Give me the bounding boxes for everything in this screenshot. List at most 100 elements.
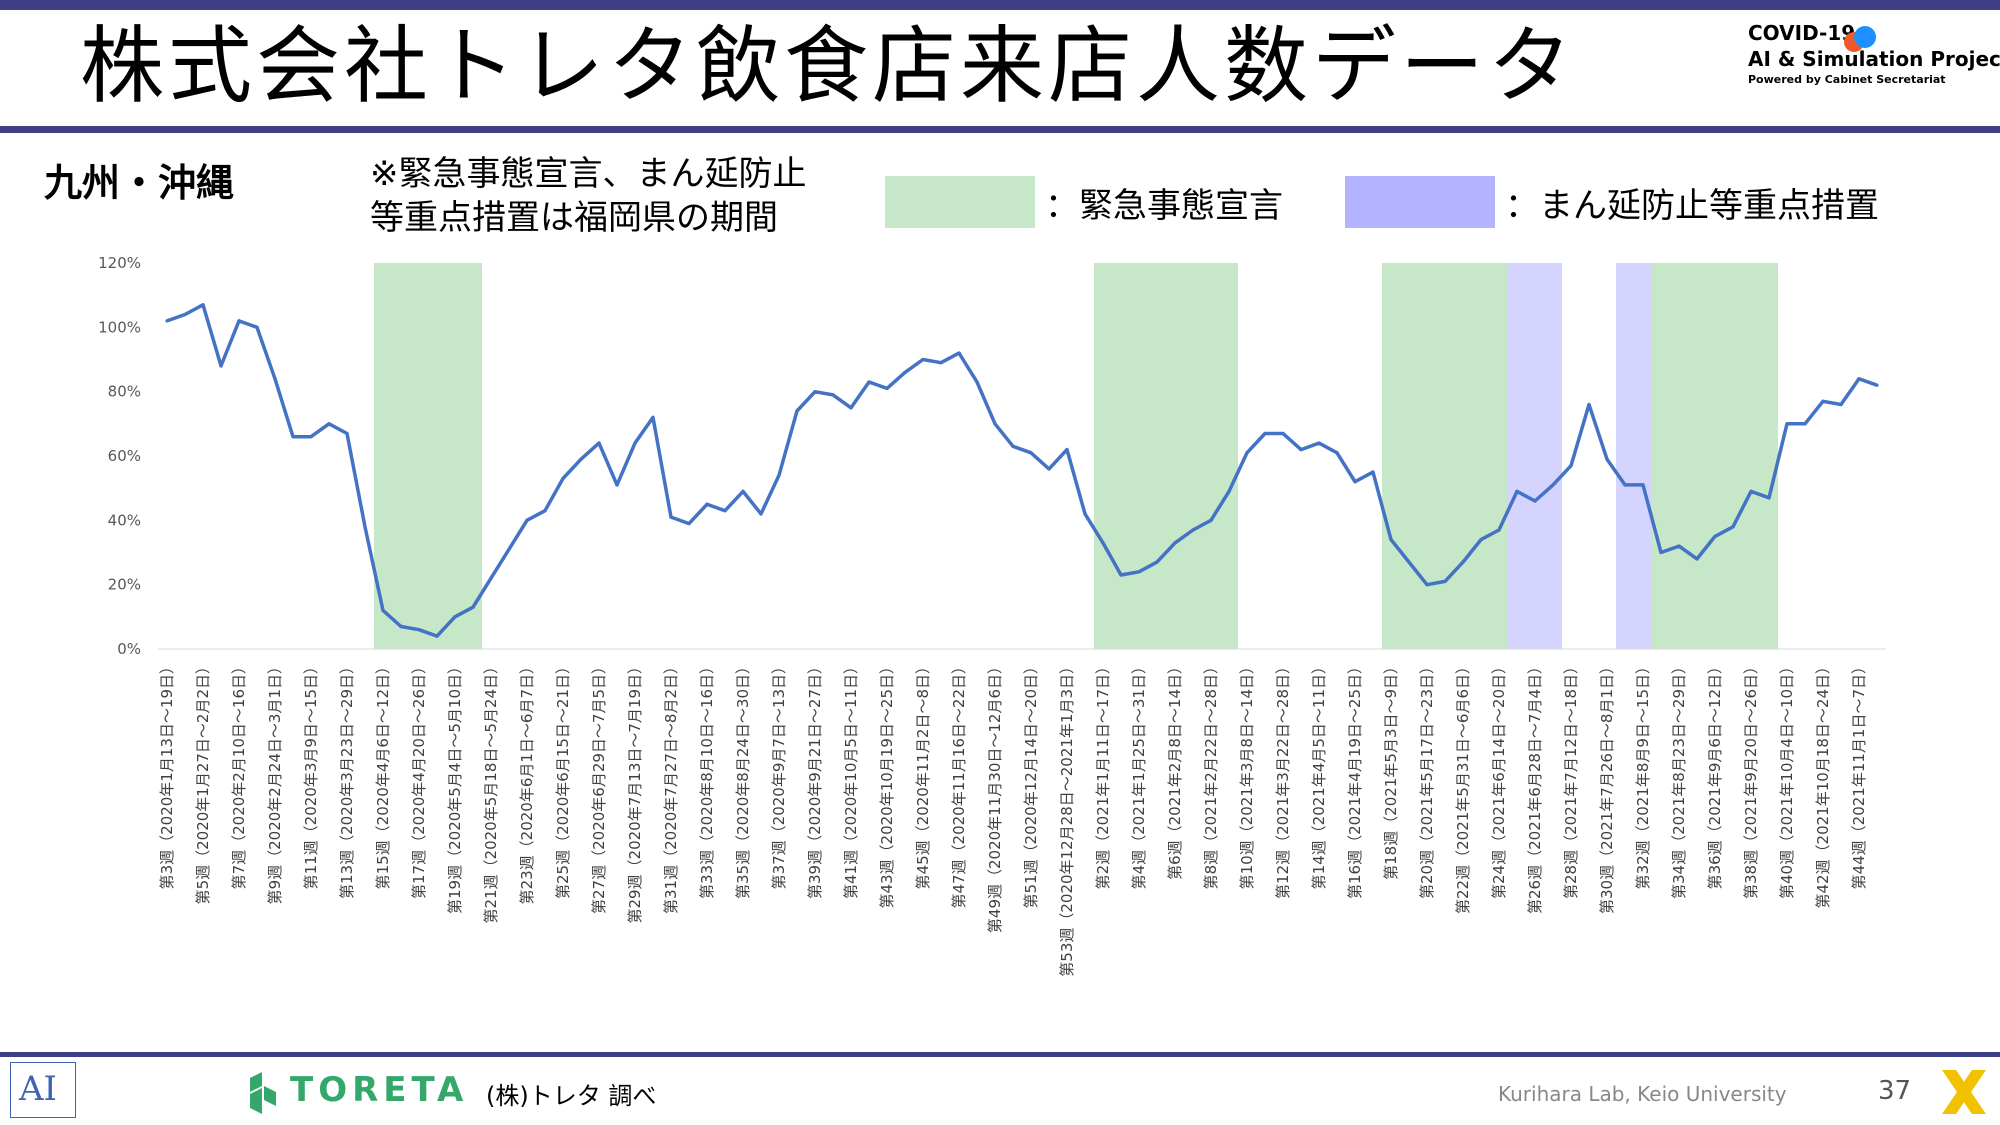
data-point-60 (1245, 451, 1249, 455)
x-tick-label-24: 第27週（2020年6月29日～7月5日） (590, 659, 608, 914)
data-point-44 (957, 351, 961, 355)
data-source: (株)トレタ 調べ (486, 1082, 657, 1110)
x-tick-label-26: 第29週（2020年7月13日～7月19日） (626, 659, 644, 924)
data-point-11 (363, 525, 367, 529)
x-tick-label-8: 第11週（2020年3月9日～15日） (302, 659, 320, 889)
data-point-30 (705, 502, 709, 506)
data-point-23 (579, 457, 583, 461)
x-tick-label-20: 第23週（2020年6月1日～6月7日） (518, 659, 536, 904)
shaded-period-2 (1382, 263, 1508, 649)
legend-swatch-priority-measures (1345, 176, 1495, 228)
data-point-79 (1587, 402, 1591, 407)
data-point-40 (885, 386, 889, 391)
x-tick-label-80: 第30週（2021年7月26日～8月1日） (1598, 659, 1616, 914)
data-point-70 (1425, 583, 1429, 587)
data-point-45 (975, 380, 979, 384)
x-tick-label-62: 第12週（2021年3月22日～28日） (1274, 659, 1292, 899)
x-tick-label-38: 第41週（2020年10月5日～11日） (842, 659, 860, 899)
data-point-25 (615, 483, 619, 487)
period-note: ※緊急事態宣言、まん延防止 等重点措置は福岡県の期間 (370, 152, 807, 240)
data-point-66 (1353, 480, 1357, 484)
data-point-57 (1191, 528, 1195, 532)
data-point-41 (903, 370, 907, 374)
visitor-line-chart: 0% 20% 40% 60% 80% 100% 120% 第3週（2020年1月13日～19日… (98, 254, 1886, 977)
ai-lab-logo-text: AI (19, 1069, 57, 1109)
data-point-3 (219, 364, 223, 368)
data-point-39 (867, 380, 871, 384)
page-number: 37 (1878, 1076, 1912, 1106)
toreta-leaf-icon (250, 1072, 276, 1114)
footer-divider (0, 1052, 2000, 1057)
x-tick-label-76: 第26週（2021年6月28日～7月4日） (1526, 659, 1544, 914)
x-tick-label-40: 第43週（2020年10月19日～25日） (878, 659, 896, 909)
toreta-brand: TORETA (290, 1070, 469, 1110)
data-point-67 (1371, 470, 1375, 474)
x-tick-label-52: 第2週（2021年1月11日～17日） (1094, 659, 1112, 889)
data-point-52 (1101, 541, 1105, 545)
legend-label-priority-measures: ：まん延防止等重点措置 (1505, 186, 1879, 226)
data-point-27 (651, 415, 655, 419)
logo-blue-dot-icon (1854, 26, 1876, 48)
shaded-period-0 (374, 263, 482, 649)
y-tick-label-1: 20% (108, 576, 141, 594)
project-logo-line1: COVID-19 (1748, 21, 1856, 45)
x-brand-icon (1942, 1070, 1986, 1114)
data-point-29 (687, 521, 691, 526)
x-tick-label-92: 第42週（2021年10月18日～24日） (1814, 659, 1832, 909)
page-title: 株式会社トレタ飲食店来店人数データ (80, 17, 1577, 115)
data-point-38 (849, 406, 853, 410)
data-point-35 (795, 409, 799, 413)
data-point-82 (1641, 483, 1645, 487)
data-point-43 (939, 361, 943, 365)
x-tick-label-88: 第38週（2021年9月20日～26日） (1742, 659, 1760, 899)
x-tick-label-64: 第14週（2021年4月5日～11日） (1310, 659, 1328, 889)
x-tick-label-18: 第21週（2020年5月18日～5月24日） (482, 659, 500, 924)
x-tick-label-90: 第40週（2021年10月4日～10日） (1778, 659, 1796, 899)
data-point-8 (309, 435, 313, 439)
y-tick-label-2: 40% (108, 511, 141, 529)
data-point-32 (741, 489, 745, 493)
data-point-24 (597, 441, 601, 445)
legend-label-emergency: ：緊急事態宣言 (1045, 186, 1283, 226)
lab-credit: Kurihara Lab, Keio University (1498, 1082, 1787, 1106)
x-tick-label-4: 第7週（2020年2月10日～16日） (230, 659, 248, 889)
x-tick-label-74: 第24週（2021年6月14日～20日） (1490, 659, 1508, 899)
period-note-line2: 等重点措置は福岡県の期間 (370, 198, 778, 238)
project-logo-line3: Powered by Cabinet Secretariat (1748, 73, 1946, 86)
y-tick-label-4: 80% (108, 383, 141, 401)
data-point-74 (1497, 528, 1501, 532)
data-point-19 (507, 547, 511, 551)
data-point-42 (921, 357, 925, 362)
data-point-95 (1875, 383, 1879, 387)
x-tick-label-44: 第47週（2020年11月16日～22日） (950, 659, 968, 909)
data-point-10 (345, 431, 349, 436)
data-point-2 (201, 303, 205, 307)
project-logo-line2: AI & Simulation Project (1748, 47, 2000, 71)
y-tick-label-6: 120% (98, 254, 141, 272)
x-tick-label-36: 第39週（2020年9月21日～27日） (806, 659, 824, 899)
data-point-36 (813, 390, 817, 394)
data-point-4 (237, 319, 241, 323)
data-point-93 (1839, 402, 1843, 407)
data-point-75 (1515, 489, 1519, 493)
ai-lab-logo: AI (10, 1062, 76, 1118)
data-point-15 (435, 634, 439, 638)
data-point-21 (543, 509, 547, 513)
data-point-78 (1569, 464, 1573, 468)
x-tick-label-32: 第35週（2020年8月24日～30日） (734, 659, 752, 899)
y-tick-label-3: 60% (108, 447, 141, 465)
x-tick-label-94: 第44週（2021年11月1日～7日） (1850, 659, 1868, 889)
covid-ai-project-logo: COVID-19 AI & Simulation Project Powered… (1748, 20, 2000, 115)
data-point-0 (165, 319, 169, 323)
legend-swatch-emergency (885, 176, 1035, 228)
title-divider (0, 126, 2000, 133)
x-tick-label-72: 第22週（2021年5月31日～6月6日） (1454, 659, 1472, 914)
x-tick-label-70: 第20週（2021年5月17日～23日） (1418, 659, 1436, 899)
data-point-53 (1119, 573, 1123, 577)
data-point-81 (1623, 483, 1627, 487)
data-point-50 (1065, 447, 1069, 452)
data-point-18 (489, 576, 493, 580)
data-point-92 (1821, 399, 1825, 403)
data-point-37 (831, 393, 835, 397)
x-tick-label-42: 第45週（2020年11月2日～8日） (914, 659, 932, 889)
